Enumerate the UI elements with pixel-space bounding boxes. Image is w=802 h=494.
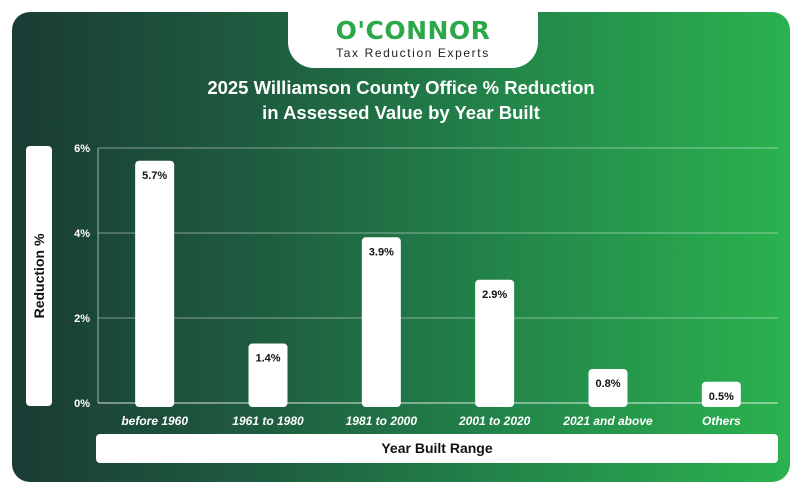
- data-label: 1.4%: [255, 353, 280, 365]
- y-axis-label-box: [26, 146, 52, 406]
- chart-title-line-2: in Assessed Value by Year Built: [262, 102, 540, 123]
- x-tick-label: 1961 to 1980: [232, 414, 304, 428]
- chart-card: O'CONNOR Tax Reduction Experts 2025 Will…: [12, 12, 790, 482]
- x-tick-label: 1981 to 2000: [346, 414, 418, 428]
- chart-title-line-1: 2025 Williamson County Office % Reductio…: [207, 77, 595, 98]
- data-label: 0.5%: [709, 391, 734, 403]
- bar: [701, 381, 741, 407]
- bar: [135, 160, 175, 407]
- data-label: 5.7%: [142, 170, 167, 182]
- x-tick-label: 2001 to 2020: [458, 414, 531, 428]
- chart-title: 2025 Williamson County Office % Reductio…: [12, 75, 790, 125]
- bar: [361, 237, 401, 407]
- data-label: 0.8%: [595, 378, 620, 390]
- brand-tagline: Tax Reduction Experts: [336, 46, 490, 60]
- y-tick-label: 0%: [74, 398, 90, 410]
- x-tick-label: before 1960: [121, 414, 188, 428]
- bar: [588, 369, 628, 407]
- bar: [475, 279, 515, 407]
- x-tick-label: Others: [702, 414, 741, 428]
- y-tick-label: 4%: [74, 228, 90, 240]
- x-tick-label: 2021 and above: [562, 414, 653, 428]
- y-tick-label: 2%: [74, 313, 90, 325]
- x-axis-label: Year Built Range: [96, 434, 778, 463]
- plot-area: 0% 2% 4% 6% 5.7% before 1960 1.4% 1961 to 1980 3…: [74, 143, 778, 428]
- y-tick-label: 6%: [74, 143, 90, 155]
- brand-name: O'CONNOR: [335, 16, 491, 45]
- data-label: 2.9%: [482, 289, 507, 301]
- brand-logo: O'CONNOR Tax Reduction Experts: [288, 12, 538, 68]
- bar: [248, 343, 288, 407]
- data-label: 3.9%: [369, 246, 394, 258]
